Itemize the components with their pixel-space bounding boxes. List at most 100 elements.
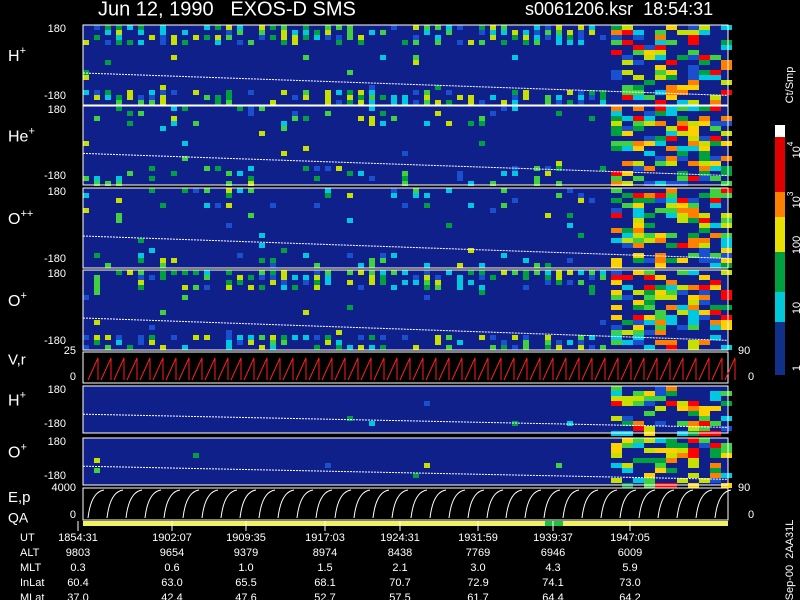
spectro-cell [666,198,677,203]
spectro-cell [490,208,496,213]
spectro-cell [105,40,111,45]
ep-trace [353,489,371,519]
spectro-cell [688,295,699,300]
spectro-cell [369,176,375,181]
spectro-cell [666,181,677,186]
ep-trace [87,489,105,519]
spectro-cell [138,285,144,290]
spectro-cell [699,213,710,218]
spectro-cell [424,263,430,268]
spectro-cell [644,330,655,335]
spectro-cell [622,141,633,146]
spectro-cell [721,305,732,310]
spectro-cell [160,30,166,35]
spectro-cell [545,213,551,218]
spectro-cell [633,238,644,243]
spectro-cell [149,335,155,340]
spectro-cell [545,270,551,275]
spectro-cell [556,30,562,35]
spectro-cell [94,320,100,325]
y2-tick-label: 0 [748,371,754,383]
spectro-cell [215,203,221,208]
spectro-cell [655,396,666,401]
spectro-cell [655,310,666,315]
spectro-cell [314,335,320,340]
spectro-cell [226,270,232,275]
spectro-cell [138,340,144,345]
spectro-cell [94,253,100,258]
spectro-cell [611,176,622,181]
spectro-cell [699,161,710,166]
spectro-cell [710,203,721,208]
spectro-cell [633,305,644,310]
spectro-cell [688,106,699,111]
spectro-cell [182,295,188,300]
ep-trace [467,489,485,519]
spectro-cell [369,263,375,268]
spectro-cell [512,35,518,40]
spectro-cell [666,340,677,345]
spectro-cell [611,131,622,136]
vr-trace [100,357,112,381]
spectro-cell [688,401,699,406]
vr-trace [178,357,190,381]
spectro-cell [600,166,606,171]
spectro-cell [633,35,644,40]
spectro-cell [655,391,666,396]
spectro-cell [644,258,655,263]
spectro-cell [303,275,309,280]
spectro-cell [347,305,353,310]
spectro-cell [710,70,721,75]
spectro-cell [358,100,364,105]
spectro-cell [501,100,507,105]
spectro-cell [677,198,688,203]
spectro-cell [644,198,655,203]
spectro-cell [644,305,655,310]
panel-label: H+ [8,45,26,65]
spectro-cell [149,340,155,345]
spectro-cell [699,258,710,263]
spectro-cell [138,100,144,105]
spectro-cell [193,121,199,126]
spectro-cell [204,188,210,193]
spectro-cell [677,258,688,263]
spectro-cell [479,100,485,105]
ep-trace [600,489,618,519]
spectro-cell [699,310,710,315]
spectro-cell [490,25,496,30]
spectro-cell [369,258,375,263]
ep-trace [391,489,409,519]
spectro-cell [160,95,166,100]
vr-trace [607,357,619,381]
spectro-cell [380,270,386,275]
spectro-cell [633,243,644,248]
spectro-cell [699,136,710,141]
spectro-cell [655,448,666,453]
spectro-cell [380,335,386,340]
spectro-cell [336,90,342,95]
spectro-cell [688,270,699,275]
spectro-cell [622,181,633,186]
spectro-cell [677,285,688,290]
spectro-cell [611,141,622,146]
vr-trace [308,357,320,381]
table-cell: 7769 [466,547,490,559]
spectro-cell [160,126,166,131]
vr-trace [516,357,528,381]
spectro-cell [699,146,710,151]
vr-trace [191,357,203,381]
spectro-cell [611,463,622,468]
table-cell: 68.1 [314,577,335,589]
spectro-cell [226,285,232,290]
spectro-cell [248,40,254,45]
spectro-cell [644,116,655,121]
spectro-cell [688,85,699,90]
spectro-cell [677,325,688,330]
spectro-cell [655,50,666,55]
spectro-cell [160,25,166,30]
spectro-cell [688,305,699,310]
spectro-cell [259,285,265,290]
spectro-cell [622,116,633,121]
spectro-cell [721,181,732,186]
spectro-cell [666,438,677,443]
